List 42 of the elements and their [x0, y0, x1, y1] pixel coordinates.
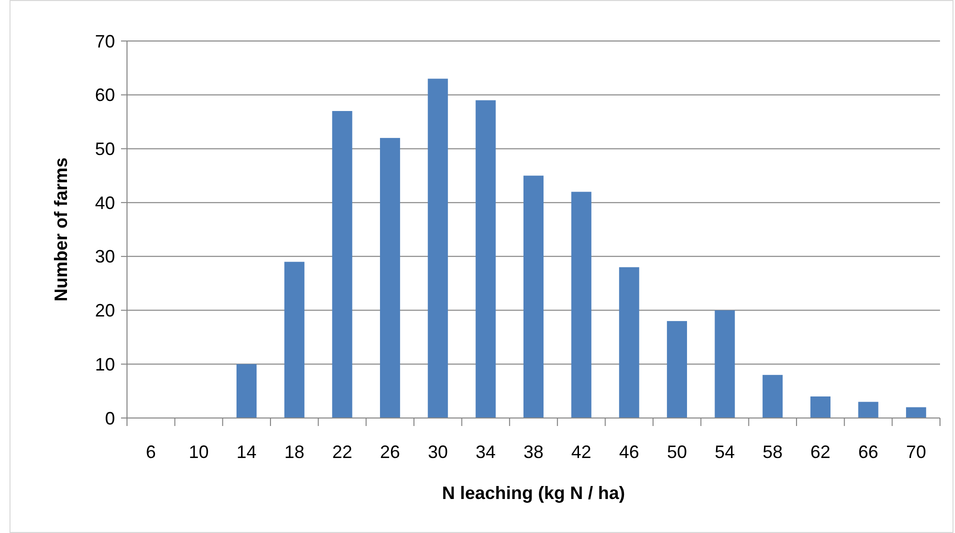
x-tick-label: 14 — [236, 442, 257, 462]
bar — [714, 310, 735, 418]
bar — [810, 396, 830, 418]
bar — [762, 374, 783, 418]
x-tick-label: 22 — [332, 442, 352, 462]
x-tick-label: 50 — [666, 442, 687, 462]
x-tick-label: 58 — [762, 442, 783, 462]
x-tick-label: 26 — [380, 442, 400, 462]
bar — [571, 192, 592, 418]
x-axis-title: N leaching (kg N / ha) — [442, 483, 626, 503]
bar — [236, 364, 257, 418]
x-tick-label: 6 — [146, 442, 156, 462]
y-tick-label: 20 — [94, 300, 115, 321]
bar — [428, 78, 448, 418]
y-tick-label: 0 — [104, 408, 115, 428]
x-tick-label: 62 — [810, 442, 830, 462]
y-tick-label: 70 — [94, 31, 115, 52]
x-tick-label: 34 — [476, 442, 496, 462]
x-tick-label: 46 — [619, 442, 640, 462]
y-tick-label: 60 — [94, 85, 115, 106]
y-tick-label: 40 — [94, 192, 115, 213]
x-tick-label: 42 — [571, 442, 592, 462]
y-tick-label: 30 — [94, 246, 115, 267]
bar — [666, 321, 688, 418]
x-tick-label: 54 — [714, 442, 735, 462]
bar — [619, 267, 640, 418]
y-tick-label: 10 — [94, 354, 115, 374]
x-tick-label: 30 — [428, 442, 448, 462]
x-tick-label: 10 — [188, 442, 209, 462]
x-tick-label: 66 — [858, 442, 878, 462]
y-tick-label: 50 — [94, 139, 115, 160]
bar — [380, 138, 400, 418]
bar — [476, 100, 496, 418]
bar — [523, 176, 544, 418]
x-tick-label: 18 — [284, 442, 304, 462]
bar — [332, 111, 352, 418]
bar — [906, 407, 926, 418]
bar — [858, 402, 878, 418]
bar — [284, 262, 304, 418]
y-axis-title: Number of farms — [51, 157, 71, 302]
x-tick-label: 70 — [906, 442, 926, 462]
x-tick-label: 38 — [523, 442, 544, 462]
